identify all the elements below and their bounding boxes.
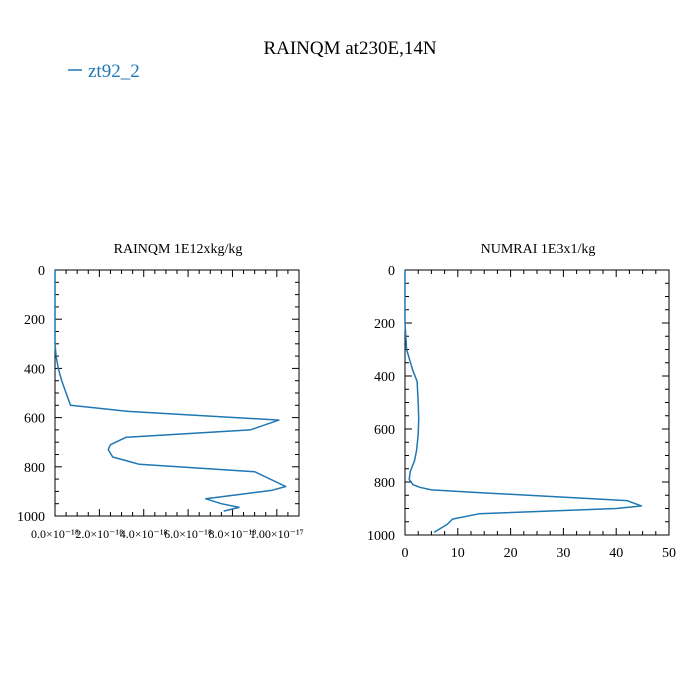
rainqm-panel-title: RAINQM 1E12xkg/kg: [114, 242, 243, 257]
numrai-xtick-label: 50: [662, 546, 676, 561]
numrai-panel-title: NUMRAI 1E3x1/kg: [481, 242, 596, 257]
rainqm-series-line: [54, 270, 287, 512]
legend-label: zt92_2: [88, 61, 140, 82]
rainqm-ytick-label: 400: [24, 362, 45, 377]
numrai-xtick-label: 10: [451, 546, 465, 561]
numrai-xtick-label: 30: [556, 546, 570, 561]
numrai-panel: NUMRAI 1E3x1/kg 0 200 400 600 800 1000 0 10 20 30…: [367, 242, 676, 561]
rainqm-panel: RAINQM 1E12xkg/kg 0 200 400 600 800 1000 0.0×1…: [17, 242, 304, 541]
figure-title: RAINQM at230E,14N: [263, 38, 436, 59]
numrai-xtick-label: 40: [609, 546, 623, 561]
rainqm-xtick-label: 4.0×10⁻¹⁸: [120, 527, 168, 541]
rainqm-ytick-label: 600: [24, 412, 45, 427]
numrai-xtick-label: 0: [402, 546, 409, 561]
rainqm-xtick-label: 2.0×10⁻¹⁸: [75, 527, 123, 541]
rainqm-xtick-label: 6.0×10⁻¹⁸: [164, 527, 212, 541]
numrai-ytick-label: 400: [374, 370, 395, 385]
rainqm-xtick-label: 8.0×10⁻¹⁸: [209, 527, 257, 541]
rainqm-ytick-label: 0: [38, 264, 45, 279]
numrai-xtick-label: 20: [504, 546, 518, 561]
numrai-ytick-label: 1000: [367, 529, 395, 544]
rainqm-xtick-label: 0.0×10⁻¹⁸: [31, 527, 79, 541]
rainqm-ytick-label: 1000: [17, 510, 45, 525]
numrai-ytick-label: 200: [374, 317, 395, 332]
rainqm-ytick-label: 200: [24, 313, 45, 328]
numrai-ytick-label: 0: [388, 264, 395, 279]
numrai-ytick-label: 800: [374, 476, 395, 491]
numrai-ytick-label: 600: [374, 423, 395, 438]
legend: zt92_2: [68, 61, 140, 82]
numrai-series-line: [404, 270, 643, 534]
rainqm-xtick-label: 1.00×10⁻¹⁷: [250, 527, 304, 541]
rainqm-ytick-label: 800: [24, 461, 45, 476]
